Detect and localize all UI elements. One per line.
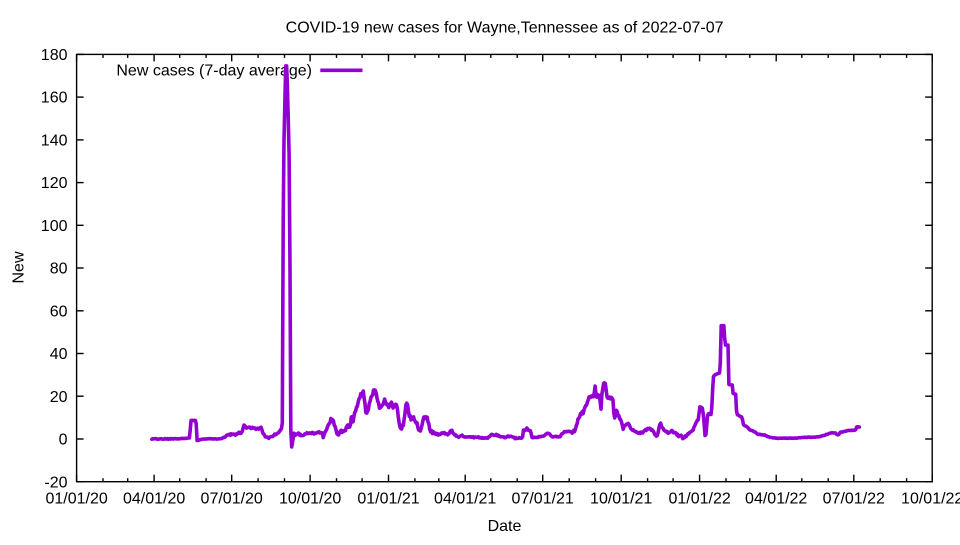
svg-text:07/01/22: 07/01/22 [823, 491, 885, 508]
svg-text:04/01/21: 04/01/21 [434, 491, 496, 508]
svg-text:COVID-19 new cases for Wayne,T: COVID-19 new cases for Wayne,Tennessee a… [286, 20, 724, 37]
svg-text:New: New [11, 251, 28, 283]
svg-text:01/01/21: 01/01/21 [357, 491, 419, 508]
svg-text:01/01/20: 01/01/20 [45, 491, 107, 508]
svg-text:10/01/20: 10/01/20 [279, 491, 341, 508]
svg-text:10/01/22: 10/01/22 [901, 491, 960, 508]
svg-text:-20: -20 [44, 474, 67, 491]
svg-text:01/01/22: 01/01/22 [668, 491, 730, 508]
svg-text:60: 60 [50, 303, 68, 320]
svg-text:10/01/21: 10/01/21 [590, 491, 652, 508]
svg-text:140: 140 [41, 133, 68, 150]
svg-text:04/01/22: 04/01/22 [745, 491, 807, 508]
svg-text:20: 20 [50, 389, 68, 406]
svg-text:40: 40 [50, 346, 68, 363]
svg-text:80: 80 [50, 261, 68, 278]
svg-text:New cases (7-day average): New cases (7-day average) [116, 63, 312, 80]
svg-text:160: 160 [41, 90, 68, 107]
svg-text:Date: Date [488, 518, 522, 535]
svg-text:07/01/21: 07/01/21 [512, 491, 574, 508]
svg-text:04/01/20: 04/01/20 [123, 491, 185, 508]
svg-text:100: 100 [41, 218, 68, 235]
svg-text:0: 0 [59, 432, 68, 449]
svg-text:07/01/20: 07/01/20 [201, 491, 263, 508]
svg-text:120: 120 [41, 175, 68, 192]
svg-text:180: 180 [41, 47, 68, 64]
